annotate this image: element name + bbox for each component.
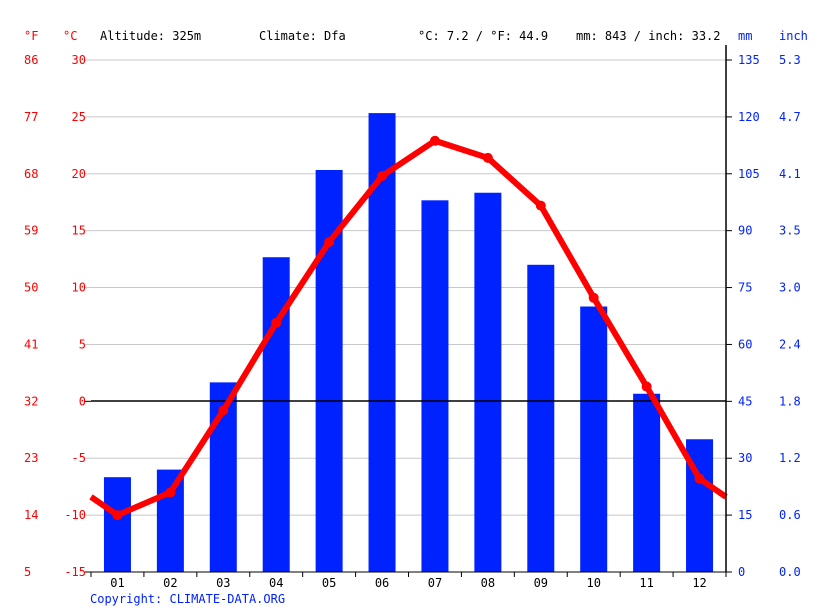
month-label: 10 xyxy=(586,576,600,590)
fahrenheit-tick-label: 68 xyxy=(24,167,38,181)
precipitation-bar xyxy=(103,477,131,572)
y-axis-labels: 86 30 135 5.377 25 120 4.768 20 105 4.159 15 90 3.55… xyxy=(24,53,801,579)
axis-ticks xyxy=(85,59,732,577)
temperature-point xyxy=(588,292,599,303)
mm-tick-label: 135 xyxy=(738,53,760,67)
mm-tick-label: 30 xyxy=(738,451,752,465)
temperature-polyline xyxy=(89,137,728,519)
temperature-point xyxy=(482,152,493,163)
celsius-tick-label: 25 xyxy=(72,110,86,124)
mm-tick-label: 75 xyxy=(738,281,752,295)
fahrenheit-tick-label: 14 xyxy=(24,508,38,522)
mm-tick-label: 15 xyxy=(738,508,752,522)
celsius-tick-label: 0 xyxy=(79,394,86,408)
fahrenheit-tick-label: 23 xyxy=(24,451,38,465)
temperature-point xyxy=(377,171,388,182)
celsius-tick-label: -5 xyxy=(72,451,86,465)
inch-tick-label: 1.8 xyxy=(779,394,801,408)
inch-tick-label: 1.2 xyxy=(779,451,801,465)
x-axis-labels: 01 02 03 04 05 06 07 08 09 10 11 12 xyxy=(110,576,707,590)
month-label: 05 xyxy=(322,576,336,590)
precipitation-bar xyxy=(633,393,661,572)
temperature-point xyxy=(112,510,123,521)
celsius-tick-label: -10 xyxy=(64,508,86,522)
temperature-point xyxy=(641,381,652,392)
copyright-link[interactable]: Copyright: CLIMATE-DATA.ORG xyxy=(90,592,285,606)
inch-tick-label: 3.0 xyxy=(779,281,801,295)
fahrenheit-tick-label: 77 xyxy=(24,110,38,124)
celsius-tick-label: 15 xyxy=(72,224,86,238)
month-label: 08 xyxy=(481,576,495,590)
fahrenheit-tick-label: 59 xyxy=(24,224,38,238)
inch-tick-label: 0.6 xyxy=(779,508,801,522)
temperature-point xyxy=(535,200,546,211)
mm-tick-label: 0 xyxy=(738,565,745,579)
inch-tick-label: 5.3 xyxy=(779,53,801,67)
mm-tick-label: 45 xyxy=(738,394,752,408)
month-label: 04 xyxy=(269,576,283,590)
precipitation-summary: mm: 843 / inch: 33.2 xyxy=(576,29,721,43)
mm-tick-label: 120 xyxy=(738,110,760,124)
month-label: 11 xyxy=(639,576,653,590)
month-label: 12 xyxy=(692,576,706,590)
temperature-point xyxy=(694,473,705,484)
precipitation-bar xyxy=(156,469,184,572)
fahrenheit-tick-label: 41 xyxy=(24,337,38,351)
fahrenheit-tick-label: 5 xyxy=(24,565,31,579)
precipitation-bars xyxy=(103,113,714,573)
celsius-tick-label: 10 xyxy=(72,281,86,295)
unit-mm-label: mm xyxy=(738,29,752,43)
celsius-tick-label: -15 xyxy=(64,565,86,579)
precipitation-bar xyxy=(580,306,608,572)
month-label: 01 xyxy=(110,576,124,590)
unit-celsius-label: °C xyxy=(63,29,77,43)
precipitation-bar xyxy=(315,169,343,573)
precipitation-bar xyxy=(421,200,449,572)
month-label: 02 xyxy=(163,576,177,590)
inch-tick-label: 4.7 xyxy=(779,110,801,124)
temperature-line xyxy=(89,135,728,521)
temperature-point xyxy=(429,135,440,146)
unit-inch-label: inch xyxy=(779,29,808,43)
fahrenheit-tick-label: 50 xyxy=(24,281,38,295)
temperature-point xyxy=(165,487,176,498)
temperature-summary: °C: 7.2 / °F: 44.9 xyxy=(418,29,548,43)
celsius-tick-label: 5 xyxy=(79,337,86,351)
mm-tick-label: 105 xyxy=(738,167,760,181)
precipitation-bar xyxy=(474,192,502,573)
fahrenheit-tick-label: 32 xyxy=(24,394,38,408)
climate-label: Climate: Dfa xyxy=(259,29,346,43)
gridlines xyxy=(91,59,726,516)
month-label: 06 xyxy=(375,576,389,590)
precipitation-bar xyxy=(527,264,555,572)
temperature-point xyxy=(271,317,282,328)
inch-tick-label: 3.5 xyxy=(779,224,801,238)
altitude-label: Altitude: 325m xyxy=(100,29,201,43)
mm-tick-label: 90 xyxy=(738,224,752,238)
temperature-point xyxy=(324,237,335,248)
inch-tick-label: 0.0 xyxy=(779,565,801,579)
month-label: 09 xyxy=(534,576,548,590)
month-label: 07 xyxy=(428,576,442,590)
temperature-point xyxy=(218,405,229,416)
fahrenheit-tick-label: 86 xyxy=(24,53,38,67)
mm-tick-label: 60 xyxy=(738,337,752,351)
precipitation-bar xyxy=(368,113,396,572)
celsius-tick-label: 30 xyxy=(72,53,86,67)
unit-fahrenheit-label: °F xyxy=(24,29,38,43)
month-label: 03 xyxy=(216,576,230,590)
inch-tick-label: 4.1 xyxy=(779,167,801,181)
celsius-tick-label: 20 xyxy=(72,167,86,181)
inch-tick-label: 2.4 xyxy=(779,337,801,351)
